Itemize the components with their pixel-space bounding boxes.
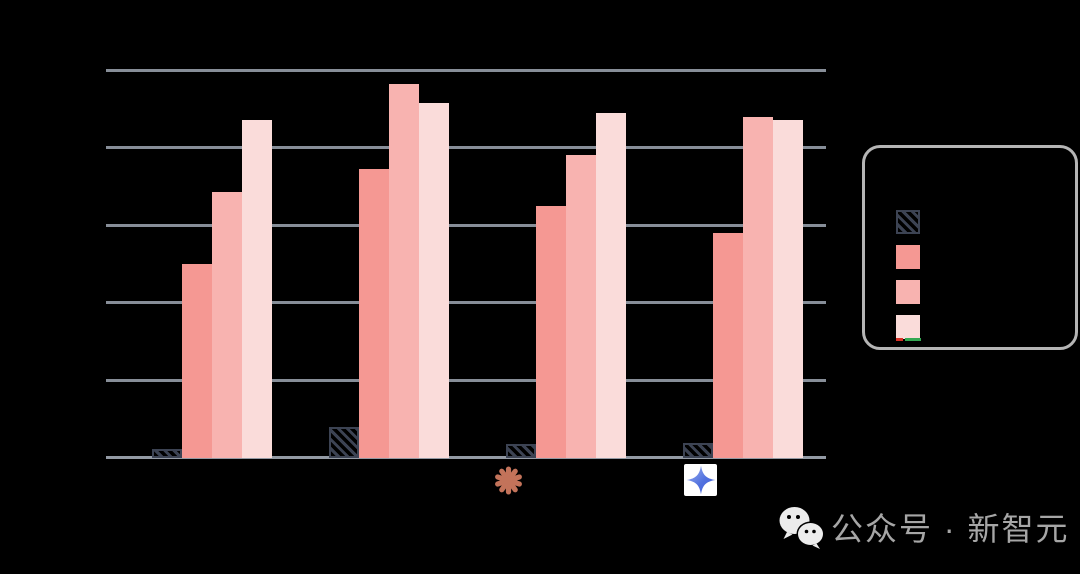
bar-hatched-dark-group-4-gemini — [683, 442, 713, 458]
gridline — [106, 378, 826, 382]
watermark-text: 公众号 · 新智元 — [831, 511, 1070, 547]
gridline — [106, 68, 826, 72]
bar-light-pink-group-3-claude — [596, 112, 626, 458]
legend-green-mark — [905, 338, 921, 341]
gridline — [106, 146, 826, 149]
bar-medium-pink-group-4-gemini — [743, 116, 773, 458]
bar-medium-pink-group-1 — [212, 192, 242, 458]
watermark: 公众号 · 新智元 — [777, 503, 1069, 551]
bar-medium-pink-group-3-claude — [566, 155, 596, 458]
claude-logo-icon — [495, 466, 522, 495]
legend-swatch-hatched-dark — [896, 210, 920, 234]
bar-light-pink-group-4-gemini — [773, 120, 803, 458]
bar-chart-plot — [106, 68, 826, 459]
bar-salmon-group-3-claude — [536, 205, 566, 458]
legend-swatch-salmon — [896, 245, 920, 269]
x-axis-line — [106, 456, 826, 459]
wechat-icon — [779, 506, 823, 549]
gridline — [106, 223, 826, 227]
chart-legend — [862, 145, 1078, 350]
bar-hatched-dark-group-1 — [152, 448, 182, 458]
bar-salmon-group-2 — [359, 168, 389, 458]
bar-light-pink-group-2 — [419, 102, 449, 458]
legend-red-mark — [896, 338, 903, 341]
bar-light-pink-group-1 — [242, 120, 272, 458]
legend-swatch-light-pink — [896, 315, 920, 339]
bar-hatched-dark-group-2 — [329, 426, 359, 458]
bar-medium-pink-group-2 — [389, 83, 419, 458]
bar-salmon-group-1 — [182, 263, 212, 458]
bar-salmon-group-4-gemini — [713, 232, 743, 458]
gemini-logo-icon — [684, 464, 717, 496]
gridline — [106, 301, 826, 304]
legend-swatch-medium-pink — [896, 280, 920, 304]
bar-hatched-dark-group-3-claude — [506, 444, 536, 458]
